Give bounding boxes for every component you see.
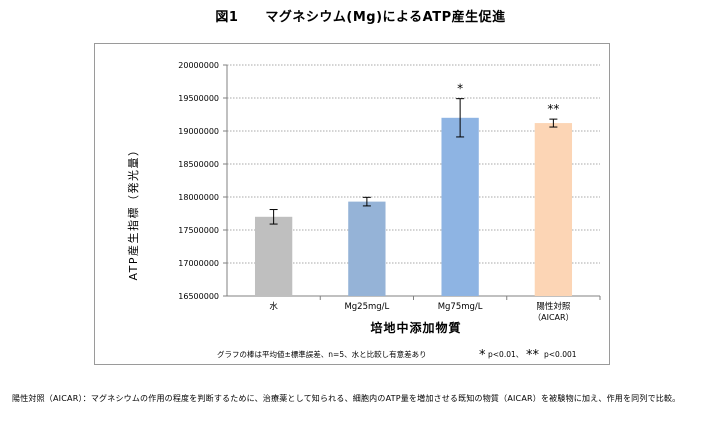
sig1-text: p<0.01、 [488, 350, 523, 359]
sig2-text: p<0.001 [544, 350, 577, 359]
x-tick-label: 陽性対照 [536, 301, 571, 312]
sig1-symbol: * [479, 348, 486, 363]
y-axis-title: ATP産生指標（発光量） [126, 143, 140, 280]
y-tick-label: 19500000 [178, 94, 219, 103]
y-tick-label: 18000000 [178, 193, 219, 202]
bar [254, 216, 293, 296]
y-tick-label: 17500000 [178, 226, 219, 235]
bar [348, 201, 386, 296]
x-tick-label: 水 [269, 301, 278, 312]
bar-chart: 16500000 17000000 17500000 18000000 18500000… [126, 61, 601, 363]
y-tick-label: 17000000 [178, 259, 219, 268]
y-tick-label: 19000000 [178, 127, 219, 136]
note-text: グラフの棒は平均値±標準誤差、n=5、水と比較し有意差あり [217, 349, 427, 359]
x-axis-title: 培地中添加物質 [370, 320, 461, 335]
x-tick-label: Mg75mg/L [438, 302, 483, 312]
sig2-symbol: ** [526, 348, 540, 363]
chart-frame: 16500000 17000000 17500000 18000000 18500000… [94, 43, 610, 365]
y-tick-label: 20000000 [178, 61, 219, 70]
y-tick-label: 18500000 [178, 160, 219, 169]
significance-marker: ** [547, 102, 559, 116]
x-tick-label-line2: （AICAR） [533, 313, 573, 322]
x-tick-label: Mg25mg/L [344, 302, 389, 312]
significance-marker: * [457, 82, 463, 96]
bar [441, 117, 479, 296]
figure-title: 図1 マグネシウム(Mg)によるATP産生促進 [215, 10, 506, 25]
bar [534, 123, 573, 296]
significance-note: グラフの棒は平均値±標準誤差、n=5、水と比較し有意差あり * p<0.01、 … [217, 348, 577, 363]
y-tick-label: 16500000 [178, 292, 219, 301]
footnote: 陽性対照（AICAR）：マグネシウムの作用の程度を判断するために、治療薬として知… [12, 394, 681, 403]
